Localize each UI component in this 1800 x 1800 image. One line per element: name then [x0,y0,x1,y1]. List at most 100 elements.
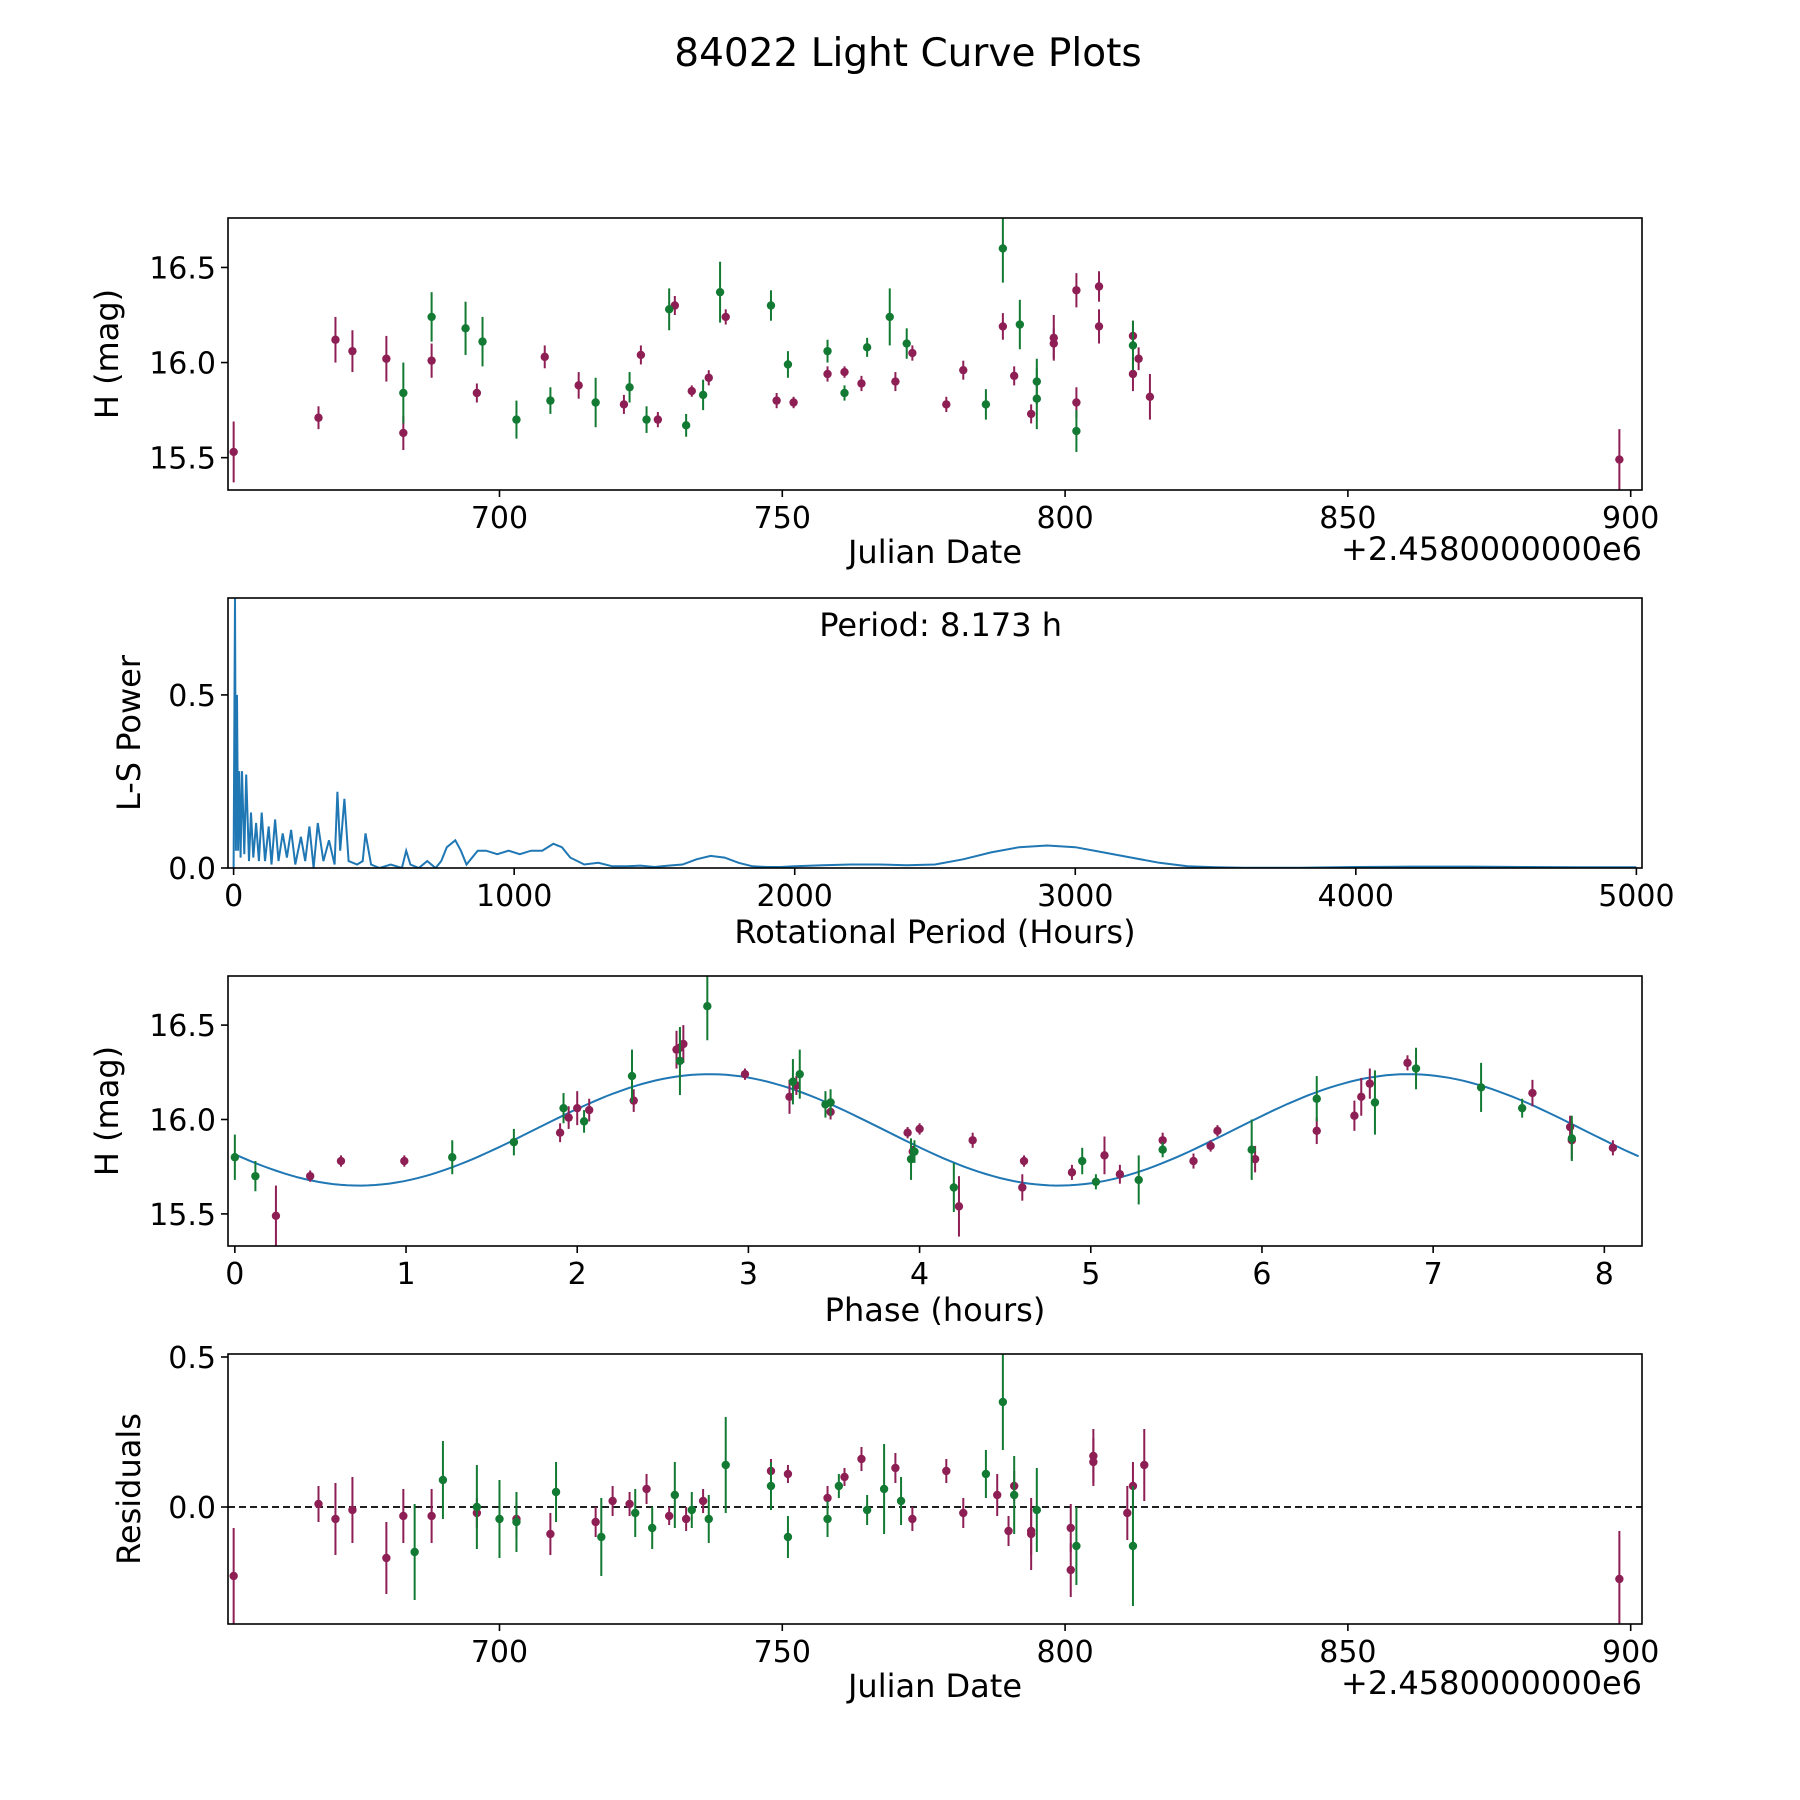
filter_a-data-point [629,1096,638,1105]
filter_a-data-point [1145,392,1155,401]
filter_a-data-point [573,1103,582,1113]
y-axis-label: H (mag) [88,1046,126,1176]
filter_b-data-point [648,1523,657,1533]
filter_a-data-point [1072,286,1081,295]
x-tick-label: 750 [754,1635,811,1670]
filter_a-data-point [642,1484,651,1494]
filter_a-data-point [1140,1460,1149,1470]
filter_a-data-point [789,398,798,407]
figure-title: 84022 Light Curve Plots [674,31,1141,76]
filter_b-data-point [1032,394,1042,403]
filter_a-data-point [399,1511,408,1521]
filter_b-data-point [472,1502,482,1512]
periodogram-frame [227,597,1643,869]
filter_b-data-point [631,1508,640,1518]
filter_a-data-point [229,447,238,457]
filter_b-data-point [906,1154,916,1164]
y-tick-label: 16.0 [149,1103,216,1138]
filter_a-data-point [908,348,917,358]
filter_a-data-point [840,367,849,377]
x-tick-label: 900 [1602,1635,1659,1670]
x-tick-label: 1 [396,1257,415,1292]
filter_a-data-point [740,1069,750,1079]
filter_b-data-point [627,1071,637,1081]
x-tick-label: 3000 [1037,879,1113,914]
filter_a-data-point [1565,1122,1575,1132]
filter_a-data-point [1615,1574,1624,1584]
filter_a-data-point [857,379,866,388]
filter_b-data-point [788,1077,798,1086]
filter_a-data-point [314,413,323,422]
filter_b-data-point [1476,1083,1486,1092]
filter_b-data-point [410,1547,419,1557]
filter_a-data-point [653,415,663,424]
x-tick-label: 5000 [1598,879,1674,914]
filter_b-data-point [478,337,487,346]
filter_a-data-point [942,400,951,409]
residuals-frame [227,1353,1643,1625]
filter_b-data-point [1247,1145,1256,1154]
filter_a-data-point [382,354,391,363]
filter_a-data-point [857,1454,866,1464]
filter_b-data-point [766,1481,776,1491]
filter_a-data-point [1115,1170,1125,1179]
filter_a-data-point [687,386,696,396]
filter_b-data-point [546,396,555,405]
filter_a-data-point [608,1496,617,1506]
filter_a-data-point [1009,371,1019,381]
filter_a-data-point [1350,1111,1359,1120]
filter_b-data-point [399,388,408,398]
filter_a-data-point [1312,1126,1321,1136]
x-tick-label: 750 [754,501,811,536]
filter_b-data-point [664,305,674,314]
filter_a-data-point [698,1496,708,1506]
x-tick-label: 8 [1595,1257,1614,1292]
filter_a-data-point [785,1092,794,1102]
filter_b-data-point [1158,1145,1167,1154]
y-tick-label: 0.0 [168,852,216,887]
filter_b-data-point [448,1153,457,1162]
filter_b-data-point [862,1505,872,1515]
sinusoid-model-line [234,1073,1640,1187]
filter_a-data-point [998,322,1008,331]
filter_a-data-point [1403,1058,1412,1068]
filter_a-data-point [915,1124,924,1134]
x-tick-label: 2 [568,1257,587,1292]
filter_b-data-point [1091,1177,1101,1187]
x-tick-label: 4 [910,1257,929,1292]
filter_a-data-point [1072,398,1081,407]
filter_a-data-point [1049,333,1058,343]
filter_a-data-point [271,1211,281,1220]
x-axis-label: Rotational Period (Hours) [734,913,1135,951]
filter_a-data-point [959,1508,968,1518]
filter_a-data-point [1026,1529,1036,1539]
filter_b-data-point [512,415,521,424]
filter_a-data-point [840,1472,849,1482]
filter_a-data-point [903,1128,912,1137]
filter_b-data-point [823,346,832,356]
x-axis-label: Julian Date [846,533,1022,571]
x-tick-label: 800 [1036,1635,1093,1670]
x-tick-label: 1000 [476,879,552,914]
filter_a-data-point [427,1511,436,1521]
y-tick-label: 16.0 [149,347,216,382]
filter_a-data-point [540,352,549,362]
filter_b-data-point [698,390,708,400]
filter_b-data-point [1078,1156,1087,1166]
filter_b-data-point [1517,1103,1527,1113]
y-tick-label: 16.5 [149,1009,216,1044]
filter_a-data-point [704,373,713,382]
filter_b-data-point [675,1056,685,1066]
filter_a-data-point [954,1202,964,1211]
phased-panel: 0 1 2 3 4 5 6 7 8 15.5 16.0 16.5 Phase (hours) H (mag… [88,975,1643,1329]
filter_b-data-point [902,339,911,348]
filter_b-data-point [1009,1490,1019,1500]
periodogram-line [232,598,1637,868]
filter_b-data-point [597,1532,606,1542]
filter_b-data-point [591,398,600,407]
x-axis-label: Julian Date [846,1667,1022,1705]
filter_b-data-point [1072,426,1081,436]
x-tick-label: 2000 [757,879,833,914]
filter_b-data-point [512,1517,521,1527]
periodogram-plot-area [232,598,1637,868]
